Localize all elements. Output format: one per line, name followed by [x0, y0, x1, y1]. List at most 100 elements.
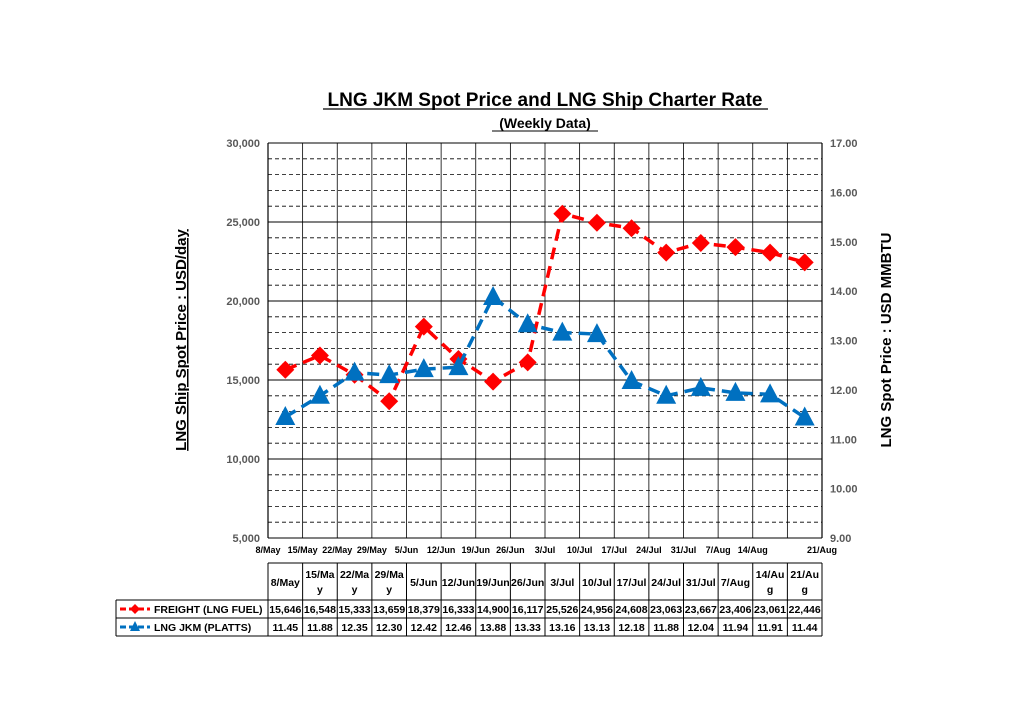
- y2-tick-label: 12.00: [830, 385, 858, 397]
- table-cell: 13,659: [373, 604, 405, 616]
- jkm-point: [344, 361, 365, 381]
- table-cell: 23,063: [650, 604, 682, 616]
- y2-tick-label: 14.00: [830, 286, 858, 298]
- table-cell: 23,061: [754, 604, 786, 616]
- table-cell: 11.44: [792, 622, 818, 634]
- table-cell: 25,526: [546, 604, 578, 616]
- table-header: 10/Jul: [582, 577, 612, 589]
- jkm-point: [379, 364, 400, 384]
- x-tick-label: 29/May: [357, 545, 387, 555]
- y-axis-ticks: 5,000 10,000 15,000 20,000 25,000 30,000: [226, 138, 260, 545]
- series-line-1: [284, 211, 806, 404]
- freight-point: [657, 243, 676, 262]
- legend-swatch-marker: [130, 621, 140, 631]
- chart-title: LNG JKM Spot Price and LNG Ship Charter …: [328, 90, 763, 111]
- jkm-point: [656, 384, 677, 404]
- x-tick-label: 10/Jul: [567, 545, 593, 555]
- table-cell: 13.88: [480, 622, 506, 634]
- x-axis-ticks: 8/May 15/May 22/May 29/May 5/Jun 12/Jun 19/Jun…: [255, 545, 837, 555]
- jkm-point: [483, 286, 504, 306]
- table-cell: 12.04: [688, 622, 714, 634]
- x-tick-label: 3/Jul: [535, 545, 556, 555]
- jkm-point: [690, 376, 711, 396]
- table-header: g: [767, 584, 773, 596]
- y2-axis-ticks: 9.00 10.00 11.00 12.00 13.00 14.00 15.00 16.00 1…: [830, 138, 858, 545]
- x-tick-label: 21/Aug: [807, 545, 837, 555]
- table-cell: 15,646: [269, 604, 301, 616]
- jkm-point: [413, 358, 434, 378]
- table-cell: 16,548: [304, 604, 336, 616]
- table-cell: 12.46: [445, 622, 471, 634]
- table-header: 19/Jun: [476, 577, 509, 589]
- x-tick-label: 26/Jun: [496, 545, 525, 555]
- freight-point: [484, 372, 503, 391]
- jkm-point: [621, 369, 642, 389]
- table-cell: 24,608: [616, 604, 648, 616]
- freight-point: [761, 243, 780, 262]
- legend-entry: LNG JKM (PLATTS): [154, 622, 251, 634]
- table-header: g: [801, 584, 807, 596]
- jkm-point: [760, 383, 781, 403]
- table-cell: 23,667: [685, 604, 717, 616]
- freight-point: [795, 253, 814, 272]
- y2-tick-label: 15.00: [830, 237, 858, 249]
- table-header: 21/Au: [790, 569, 819, 581]
- y2-axis-label: LNG Spot Price : USD MMBTU: [878, 232, 895, 447]
- table-cell: 18,379: [408, 604, 440, 616]
- data-table: 8/May 15/Ma y 22/Ma y 29/Ma y 5/Jun 12/Jun 19/Jun…: [115, 562, 823, 637]
- freight-point: [553, 204, 572, 223]
- series-line-2: [284, 294, 806, 419]
- table-cell: 11.45: [272, 622, 298, 634]
- y2-tick-label: 13.00: [830, 336, 858, 348]
- x-tick-label: 24/Jul: [636, 545, 662, 555]
- table-cell: 11.88: [653, 622, 679, 634]
- jkm-point: [725, 381, 746, 401]
- jkm-point: [586, 323, 607, 343]
- table-header: 29/Ma: [375, 569, 404, 581]
- table-cell: 24,956: [581, 604, 613, 616]
- table-header: 7/Aug: [721, 577, 750, 589]
- table-cell: 23,406: [719, 604, 751, 616]
- table-cell: 16,333: [442, 604, 474, 616]
- table-cell: 12.35: [341, 622, 367, 634]
- x-tick-label: 15/May: [288, 545, 318, 555]
- table-cell: 13.16: [549, 622, 575, 634]
- x-tick-label: 12/Jun: [427, 545, 456, 555]
- y2-tick-label: 11.00: [830, 434, 857, 446]
- table-cell: 13.33: [515, 622, 541, 634]
- table-cell: 15,333: [339, 604, 371, 616]
- table-cell: 12.30: [376, 622, 402, 634]
- table-cell: 12.18: [618, 622, 644, 634]
- table-header: y: [317, 584, 323, 596]
- table-cell: 11.94: [723, 622, 749, 634]
- table-cell: 11.91: [757, 622, 783, 634]
- freight-point: [310, 346, 329, 365]
- table-header: 8/May: [271, 577, 300, 589]
- table-cell: 16,117: [512, 604, 544, 616]
- x-tick-label: 31/Jul: [671, 545, 697, 555]
- x-tick-label: 5/Jun: [395, 545, 419, 555]
- jkm-point: [517, 313, 538, 333]
- y-tick-label: 20,000: [226, 296, 260, 308]
- table-cell: 14,900: [477, 604, 509, 616]
- y-tick-label: 5,000: [232, 533, 260, 545]
- x-tick-label: 22/May: [322, 545, 352, 555]
- table-header: 22/Ma: [340, 569, 369, 581]
- y-axis-label: LNG Ship Spot Price : USD/day: [173, 228, 190, 450]
- chart-subtitle: (Weekly Data): [499, 115, 591, 131]
- table-cell: 22,446: [789, 604, 821, 616]
- freight-point: [622, 219, 641, 238]
- table-header: 5/Jun: [410, 577, 437, 589]
- y2-tick-label: 10.00: [830, 484, 858, 496]
- table-header: 15/Ma: [305, 569, 334, 581]
- freight-point: [726, 238, 745, 257]
- jkm-point: [552, 321, 573, 341]
- x-tick-label: 8/May: [255, 545, 280, 555]
- grid: [267, 142, 823, 539]
- x-tick-label: 14/Aug: [738, 545, 768, 555]
- table-header: 26/Jun: [511, 577, 544, 589]
- table-cell: 12.42: [411, 622, 437, 634]
- y-tick-label: 30,000: [226, 138, 260, 150]
- legend-entry: FREIGHT (LNG FUEL): [154, 604, 263, 616]
- table-cell: 11.88: [307, 622, 333, 634]
